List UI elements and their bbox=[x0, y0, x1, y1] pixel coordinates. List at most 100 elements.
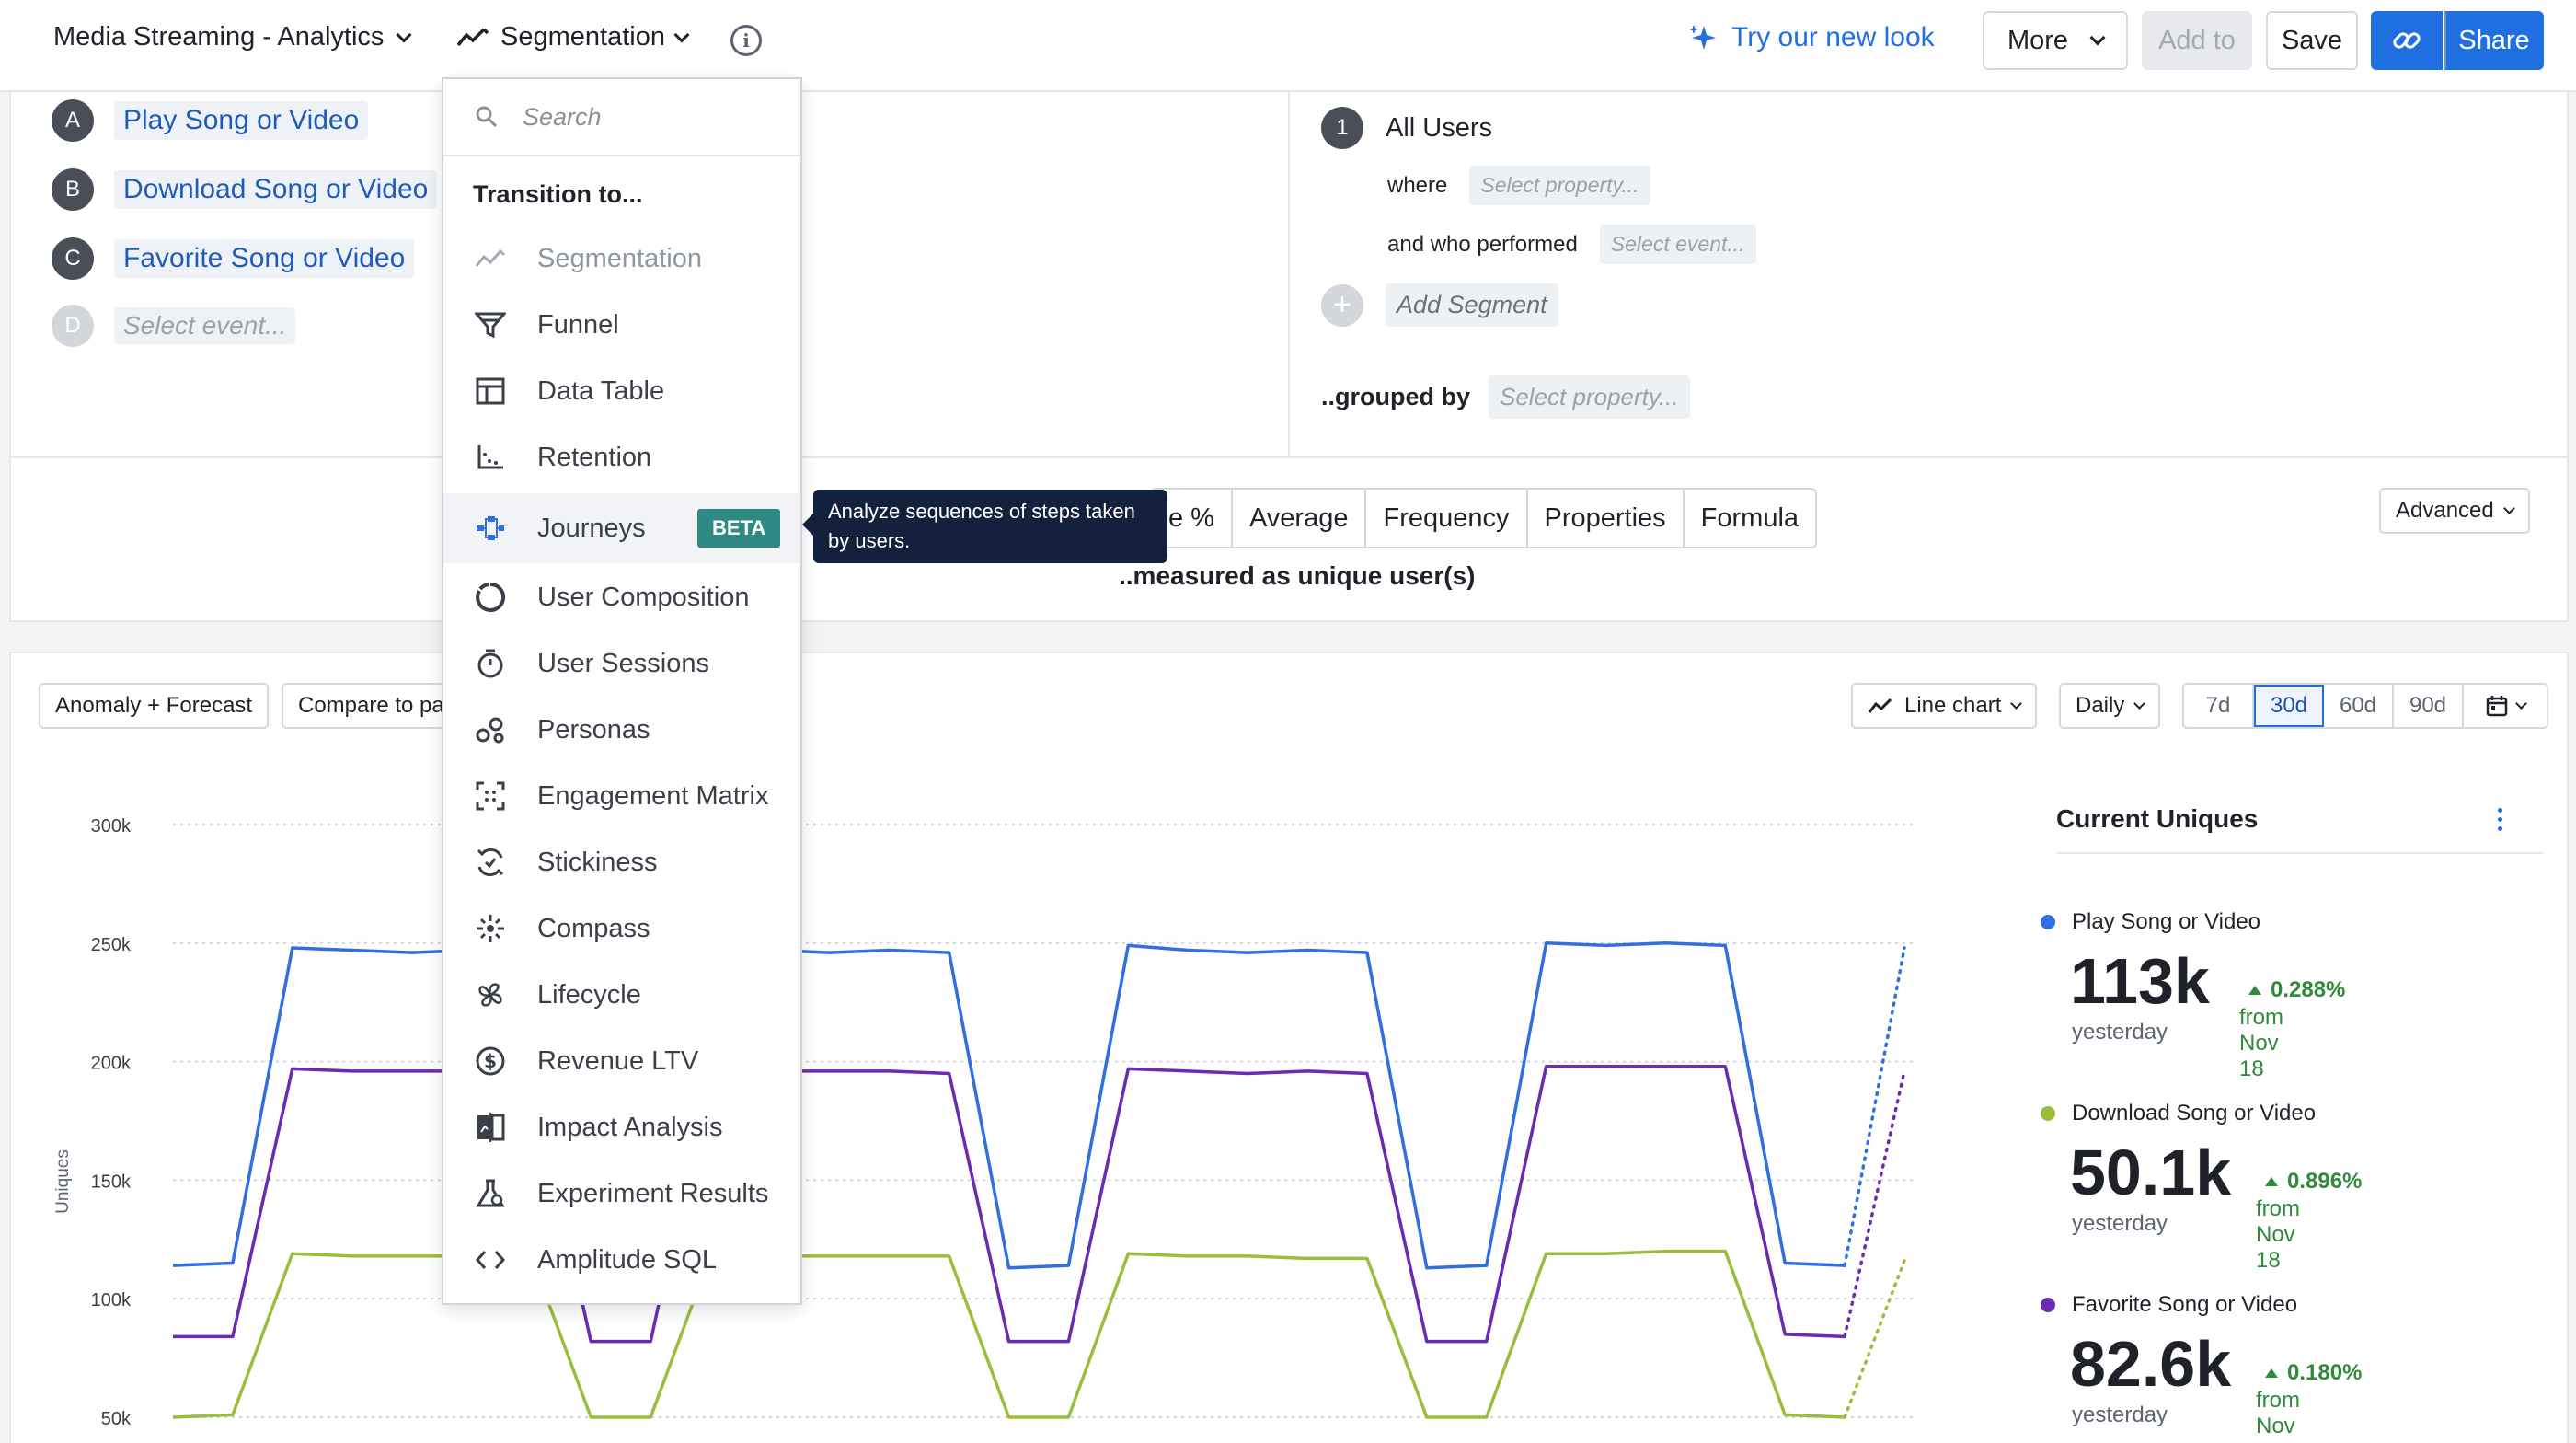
chevron-down-icon bbox=[673, 27, 690, 42]
select-property-placeholder[interactable]: Select property... bbox=[1489, 375, 1690, 419]
uniques-change: 0.288% bbox=[2248, 977, 2345, 1003]
event-row-b[interactable]: B Download Song or Video bbox=[52, 168, 438, 211]
menu-item-label: Amplitude SQL bbox=[537, 1244, 718, 1275]
menu-item-compass[interactable]: Compass bbox=[443, 898, 800, 959]
uniques-value: 113k bbox=[2070, 945, 2210, 1017]
share-button[interactable]: Share bbox=[2444, 11, 2544, 70]
share-label: Share bbox=[2458, 25, 2530, 55]
info-icon[interactable]: i bbox=[730, 25, 762, 56]
menu-item-funnel[interactable]: Funnel bbox=[443, 294, 800, 355]
segment-number-badge: 1 bbox=[1321, 107, 1363, 149]
compare-button[interactable]: Compare to pa bbox=[282, 683, 466, 729]
chevron-down-icon bbox=[396, 27, 412, 42]
anomaly-forecast-button[interactable]: Anomaly + Forecast bbox=[39, 683, 270, 729]
add-segment-row[interactable]: + Add Segment bbox=[1321, 283, 1558, 327]
tab-percent[interactable]: e % bbox=[1152, 490, 1233, 547]
where-label: where bbox=[1387, 172, 1448, 198]
menu-item-label: Impact Analysis bbox=[537, 1112, 723, 1142]
tab-properties[interactable]: Properties bbox=[1528, 490, 1685, 547]
menu-item-label: Data Table bbox=[537, 375, 665, 406]
uniques-item-play: Play Song or Video 113k yesterday 0.288%… bbox=[2041, 909, 2345, 1081]
event-row-d[interactable]: D Select event... bbox=[52, 305, 296, 347]
add-to-button[interactable]: Add to bbox=[2142, 11, 2252, 70]
menu-item-user-composition[interactable]: User Composition bbox=[443, 567, 800, 628]
chevron-down-icon bbox=[2502, 502, 2515, 514]
try-new-look-link[interactable]: Try our new look bbox=[1687, 22, 1935, 53]
menu-item-label: User Composition bbox=[537, 582, 750, 612]
menu-item-segmentation[interactable]: Segmentation bbox=[443, 228, 800, 289]
range-60d[interactable]: 60d bbox=[2324, 685, 2394, 727]
menu-item-lifecycle[interactable]: Lifecycle bbox=[443, 964, 800, 1025]
measured-as-label: ..measured as unique user(s) bbox=[1119, 561, 1476, 590]
range-30d[interactable]: 30d bbox=[2254, 685, 2324, 727]
uniques-name: Download Song or Video bbox=[2072, 1101, 2317, 1126]
tab-average[interactable]: Average bbox=[1233, 490, 1367, 547]
uniques-sub: yesterday bbox=[2072, 1403, 2168, 1427]
menu-item-data-table[interactable]: Data Table bbox=[443, 361, 800, 421]
uniques-name: Play Song or Video bbox=[2072, 909, 2261, 934]
menu-item-label: Funnel bbox=[537, 309, 619, 340]
chevron-down-icon bbox=[2514, 697, 2527, 710]
menu-item-user-sessions[interactable]: User Sessions bbox=[443, 633, 800, 694]
menu-item-revenue-ltv[interactable]: $ Revenue LTV bbox=[443, 1031, 800, 1091]
chart-type-label: Line chart bbox=[1904, 693, 2002, 718]
copy-link-button[interactable] bbox=[2371, 11, 2443, 70]
menu-item-retention[interactable]: Retention bbox=[443, 427, 800, 488]
chart-type-selector[interactable]: Line chart bbox=[1851, 683, 2038, 729]
segment-row[interactable]: 1 All Users bbox=[1321, 107, 1492, 149]
menu-item-engagement-matrix[interactable]: Engagement Matrix bbox=[443, 766, 800, 826]
event-name[interactable]: Download Song or Video bbox=[114, 170, 438, 209]
line-chart: 300k 250k 200k 150k 100k 50k Uniques bbox=[53, 816, 1914, 1429]
menu-item-personas[interactable]: Personas bbox=[443, 699, 800, 760]
menu-item-experiment-results[interactable]: Experiment Results bbox=[443, 1163, 800, 1224]
event-name[interactable]: Favorite Song or Video bbox=[114, 239, 415, 278]
event-row-c[interactable]: C Favorite Song or Video bbox=[52, 237, 415, 280]
menu-item-label: Lifecycle bbox=[537, 979, 641, 1010]
tab-formula[interactable]: Formula bbox=[1700, 502, 1800, 533]
chart-mode-selector[interactable]: Segmentation bbox=[456, 22, 690, 52]
advanced-button[interactable]: Advanced bbox=[2379, 488, 2530, 534]
menu-item-stickiness[interactable]: Stickiness bbox=[443, 832, 800, 893]
series-dot bbox=[2041, 915, 2055, 929]
uniques-item-download: Download Song or Video 50.1k yesterday 0… bbox=[2041, 1101, 2362, 1273]
uniques-value: 50.1k bbox=[2070, 1137, 2232, 1208]
series-dot bbox=[2041, 1106, 2055, 1121]
save-button[interactable]: Save bbox=[2266, 11, 2358, 70]
select-event-placeholder[interactable]: Select event... bbox=[114, 307, 296, 344]
select-event-placeholder[interactable]: Select event... bbox=[1599, 225, 1756, 264]
interval-selector[interactable]: Daily bbox=[2059, 683, 2161, 729]
performed-filter: and who performed Select event... bbox=[1387, 225, 1756, 264]
menu-item-impact-analysis[interactable]: Impact Analysis bbox=[443, 1097, 800, 1158]
menu-item-label: Journeys bbox=[537, 513, 646, 543]
funnel-icon bbox=[475, 312, 506, 339]
menu-item-amplitude-sql[interactable]: Amplitude SQL bbox=[443, 1229, 800, 1290]
transition-dropdown: Search Transition to... Segmentation Fun… bbox=[442, 77, 802, 1305]
range-7d[interactable]: 7d bbox=[2184, 685, 2254, 727]
uniques-change: 0.896% bbox=[2265, 1169, 2362, 1195]
project-selector[interactable]: Media Streaming - Analytics bbox=[53, 22, 412, 52]
plus-icon[interactable]: + bbox=[1321, 283, 1363, 327]
segment-name[interactable]: All Users bbox=[1386, 112, 1493, 143]
event-name[interactable]: Play Song or Video bbox=[114, 101, 369, 140]
journeys-tooltip: Analyze sequences of steps taken by user… bbox=[802, 490, 1167, 563]
transition-heading: Transition to... bbox=[473, 180, 643, 208]
add-segment-button[interactable]: Add Segment bbox=[1386, 283, 1558, 327]
uniques-pct: 0.896% bbox=[2287, 1169, 2363, 1194]
uniques-value: 82.6k bbox=[2070, 1328, 2232, 1400]
dropdown-search[interactable]: Search bbox=[443, 79, 800, 156]
y-tick-label: 250k bbox=[91, 935, 132, 955]
event-letter-badge: C bbox=[52, 237, 94, 280]
y-tick-label: 150k bbox=[91, 1172, 132, 1192]
menu-item-journeys[interactable]: Journeys BETA bbox=[443, 493, 800, 563]
kebab-menu-icon[interactable] bbox=[2498, 808, 2505, 836]
stickiness-icon bbox=[477, 848, 504, 877]
uniques-name: Favorite Song or Video bbox=[2072, 1292, 2298, 1317]
select-property-placeholder[interactable]: Select property... bbox=[1469, 166, 1650, 205]
tab-frequency[interactable]: Frequency bbox=[1366, 490, 1528, 547]
range-90d[interactable]: 90d bbox=[2394, 685, 2464, 727]
event-row-a[interactable]: A Play Song or Video bbox=[52, 99, 369, 142]
anomaly-forecast-label: Anomaly + Forecast bbox=[55, 693, 253, 718]
calendar-picker[interactable] bbox=[2464, 685, 2547, 727]
more-button[interactable]: More bbox=[1983, 11, 2128, 70]
data-table-icon bbox=[476, 377, 505, 405]
